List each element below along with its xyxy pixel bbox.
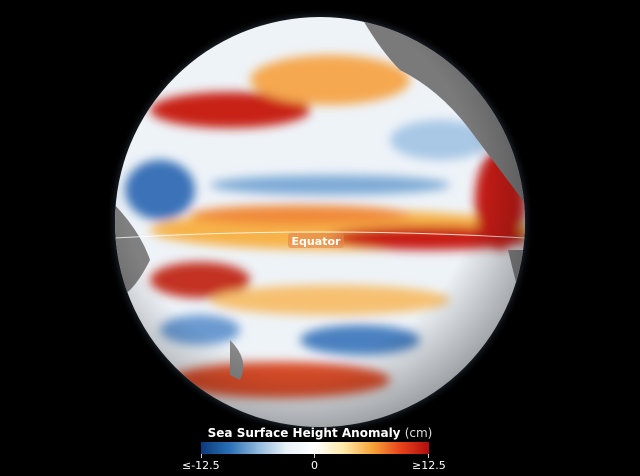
- legend-max-label: ≥12.5: [412, 459, 446, 472]
- tick-mid: [314, 454, 315, 458]
- tick-max: [428, 454, 429, 458]
- legend-min-label: ≤-12.5: [182, 459, 220, 472]
- tick-min: [201, 454, 202, 458]
- legend-title-text: Sea Surface Height Anomaly: [207, 426, 401, 440]
- equator-label: Equator: [292, 235, 341, 248]
- legend-unit: (cm): [404, 426, 433, 440]
- color-scale-bar: [201, 442, 429, 454]
- legend-mid-label: 0: [311, 459, 318, 472]
- legend-title: Sea Surface Height Anomaly (cm): [0, 426, 640, 440]
